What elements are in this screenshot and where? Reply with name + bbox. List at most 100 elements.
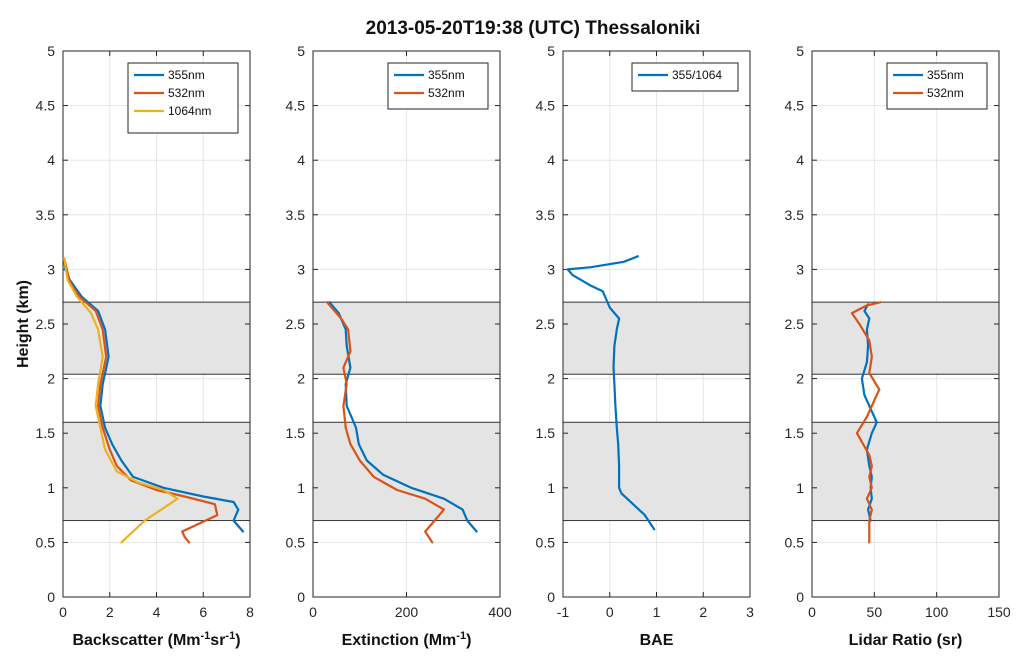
legend-box (886, 62, 988, 110)
legend-entry: 355nm (927, 68, 964, 82)
x-tick-label: 3 (746, 604, 754, 620)
x-tick-label: 150 (987, 604, 1011, 620)
x-tick-label: 0 (606, 604, 614, 620)
y-tick-label: 0 (796, 589, 804, 605)
figure-title: 2013-05-20T19:38 (UTC) Thessaloniki (366, 18, 701, 39)
y-tick-label: 3 (47, 261, 55, 277)
y-tick-label: 1.5 (785, 425, 805, 441)
legend: 355/1064 (631, 62, 739, 92)
y-tick-label: 2 (297, 371, 305, 387)
series-line-532nm (850, 301, 882, 544)
x-axis-label: BAE (640, 632, 674, 649)
layer-band-2 (312, 301, 501, 375)
y-tick-label: 4 (297, 152, 305, 168)
x-tick-label: 1 (653, 604, 661, 620)
panel-4: 0 50 100 150 0 0.5 1 1.5 2 2.5 3 3.5 4 4.5 5 355nm 532nm… (785, 43, 1011, 649)
y-tick-label: 0.5 (286, 534, 306, 550)
legend-box (387, 62, 489, 110)
x-tick-label: 2 (106, 604, 114, 620)
layer-band-2 (811, 301, 1000, 375)
y-tick-label: 3.5 (36, 207, 56, 223)
legend: 355nm 532nm (387, 62, 489, 110)
legend-entry: 355nm (428, 68, 465, 82)
y-tick-label: 0 (547, 589, 555, 605)
y-tick-label: 1 (297, 480, 305, 496)
series-line-532nm (63, 257, 219, 544)
legend-entry: 1064nm (168, 104, 211, 118)
panel-1: 0 2 4 6 8 0 0.5 1 1.5 2 2.5 3 3.5 4 4.5 5 355nm 532nm 1064… (15, 43, 254, 649)
x-tick-label: 2 (699, 604, 707, 620)
panel-2: 0 200 400 0 0.5 1 1.5 2 2.5 3 3.5 4 4.5 5 355nm 532nm Ex… (286, 43, 512, 649)
y-tick-label: 2.5 (36, 316, 56, 332)
x-axis-label: Lidar Ratio (sr) (849, 632, 963, 649)
y-tick-label: 3.5 (286, 207, 306, 223)
legend: 355nm 532nm (886, 62, 988, 110)
x-tick-label: 50 (867, 604, 883, 620)
x-tick-label: 200 (395, 604, 419, 620)
y-axis-label: Height (km) (15, 280, 32, 368)
y-tick-label: 2 (796, 371, 804, 387)
layer-band-1 (312, 421, 501, 522)
legend-entry: 355nm (168, 68, 205, 82)
y-tick-label: 1.5 (536, 425, 556, 441)
y-tick-label: 5 (297, 43, 305, 59)
legend-entry: 532nm (927, 86, 964, 100)
series-line-355nm (63, 257, 245, 533)
layer-band-1 (62, 421, 251, 522)
panels: 0 2 4 6 8 0 0.5 1 1.5 2 2.5 3 3.5 4 4.5 5 355nm 532nm 1064… (15, 43, 1011, 649)
layer-band-1 (562, 421, 751, 522)
x-axis-label: Extinction (Mm-1) (342, 630, 472, 649)
y-tick-label: 2 (47, 371, 55, 387)
legend: 355nm 532nm 1064nm (127, 62, 239, 134)
y-tick-label: 4 (796, 152, 804, 168)
x-tick-label: 0 (808, 604, 816, 620)
y-tick-label: 4.5 (36, 98, 56, 114)
legend-entry: 532nm (428, 86, 465, 100)
y-tick-label: 1.5 (286, 425, 306, 441)
x-tick-label: 8 (246, 604, 254, 620)
x-tick-label: 0 (59, 604, 67, 620)
x-tick-label: 400 (488, 604, 512, 620)
y-tick-label: 0 (47, 589, 55, 605)
series-line-1064nm (63, 257, 179, 544)
y-tick-label: 5 (547, 43, 555, 59)
y-tick-label: 4.5 (286, 98, 306, 114)
y-tick-label: 0.5 (785, 534, 805, 550)
y-tick-label: 2 (547, 371, 555, 387)
x-axis-label: Backscatter (Mm-1sr-1) (72, 630, 240, 649)
y-tick-label: 4 (47, 152, 55, 168)
y-tick-label: 3 (547, 261, 555, 277)
y-tick-label: 5 (47, 43, 55, 59)
y-tick-label: 1 (796, 480, 804, 496)
x-tick-label: 0 (309, 604, 317, 620)
x-tick-label: 4 (153, 604, 161, 620)
series-line-532nm (325, 301, 445, 544)
series-line-355nm (328, 301, 478, 533)
x-tick-label: -1 (557, 604, 570, 620)
x-tick-label: 100 (925, 604, 949, 620)
y-tick-label: 2.5 (536, 316, 556, 332)
y-tick-label: 2.5 (286, 316, 306, 332)
y-tick-label: 1 (547, 480, 555, 496)
y-tick-label: 4.5 (536, 98, 556, 114)
y-tick-label: 1.5 (36, 425, 56, 441)
y-tick-label: 5 (796, 43, 804, 59)
series-line-355-1064 (566, 255, 656, 531)
y-tick-label: 4 (547, 152, 555, 168)
layer-band-2 (562, 301, 751, 375)
y-tick-label: 2.5 (785, 316, 805, 332)
y-tick-label: 1 (47, 480, 55, 496)
y-tick-label: 0.5 (36, 534, 56, 550)
legend-entry: 532nm (168, 86, 205, 100)
y-tick-label: 3.5 (785, 207, 805, 223)
legend-entry: 355/1064 (672, 68, 722, 82)
y-tick-label: 4.5 (785, 98, 805, 114)
legend-box (631, 62, 739, 92)
layer-band-2 (62, 301, 251, 375)
layer-band-1 (811, 421, 1000, 522)
x-tick-label: 6 (199, 604, 207, 620)
y-tick-label: 3.5 (536, 207, 556, 223)
y-tick-label: 3 (297, 261, 305, 277)
